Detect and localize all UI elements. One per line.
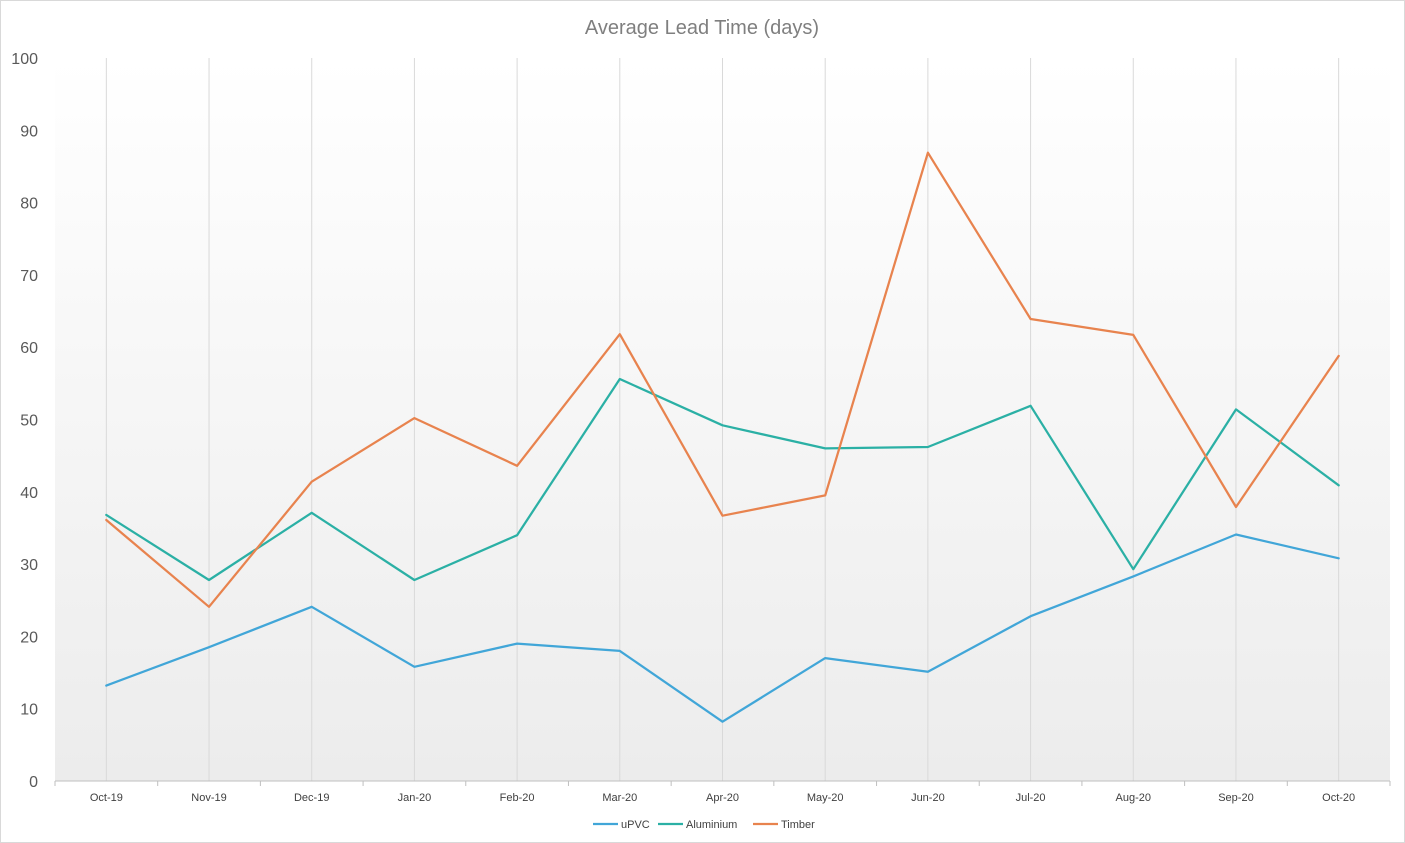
y-tick-label: 20 — [20, 629, 38, 646]
x-tick-label: May-20 — [807, 792, 844, 804]
series-line-upvc — [105, 533, 1340, 723]
y-tick-label: 60 — [20, 340, 38, 357]
legend: uPVC Aluminium Timber — [593, 819, 815, 831]
x-tick-label: Oct-19 — [90, 792, 123, 804]
x-tick-label: Aug-20 — [1116, 792, 1151, 804]
series-line-aluminium — [105, 377, 1340, 582]
y-tick-label: 80 — [20, 196, 38, 213]
legend-label-timber: Timber — [781, 819, 815, 831]
y-tick-label: 0 — [29, 774, 38, 791]
y-tick-label: 10 — [20, 702, 38, 719]
x-tick-label: Oct-20 — [1322, 792, 1355, 804]
x-tick-label: Feb-20 — [500, 792, 535, 804]
x-tick-label: Jan-20 — [398, 792, 432, 804]
axes: Oct-19 Nov-19 Dec-19 Jan-20 Feb-20 Mar-20 Apr-… — [11, 51, 1391, 804]
gridlines — [105, 58, 1340, 781]
chart-title: Average Lead Time (days) — [585, 17, 819, 39]
x-tick-label: Apr-20 — [706, 792, 739, 804]
x-tick-label: Sep-20 — [1218, 792, 1253, 804]
legend-label-upvc: uPVC — [621, 819, 650, 831]
y-tick-label: 100 — [11, 51, 38, 68]
x-tick-label: Mar-20 — [602, 792, 637, 804]
y-tick-label: 40 — [20, 485, 38, 502]
x-tick-label: Nov-19 — [191, 792, 226, 804]
legend-label-aluminium: Aluminium — [686, 819, 737, 831]
series-line-timber — [105, 151, 1340, 608]
x-tick-label: Jun-20 — [911, 792, 945, 804]
y-tick-label: 30 — [20, 557, 38, 574]
y-tick-label: 50 — [20, 413, 38, 430]
x-tick-label: Jul-20 — [1016, 792, 1046, 804]
y-tick-label: 90 — [20, 123, 38, 140]
x-tick-label: Dec-19 — [294, 792, 329, 804]
series-lines — [105, 151, 1340, 723]
y-tick-label: 70 — [20, 268, 38, 285]
